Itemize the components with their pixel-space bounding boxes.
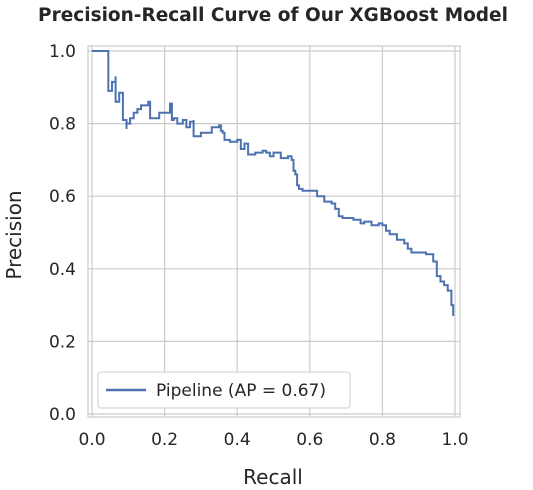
y-tick-label: 0.6 (49, 187, 76, 207)
legend: Pipeline (AP = 0.67) (97, 371, 351, 409)
legend-label: Pipeline (AP = 0.67) (156, 381, 326, 401)
x-tick-label: 0.4 (224, 430, 251, 450)
y-tick-label: 0.0 (49, 405, 76, 425)
x-tick-label: 0.0 (78, 430, 105, 450)
series-layer (92, 50, 455, 316)
tick-labels: 0.0 0.2 0.4 0.6 0.8 1.0 0.0 0.2 0.4 0.6 0.8 1.0 (49, 42, 469, 450)
x-tick-label: 1.0 (441, 430, 468, 450)
x-tick-label: 0.6 (296, 430, 323, 450)
x-tick-label: 0.2 (151, 430, 178, 450)
y-tick-label: 0.8 (49, 115, 76, 135)
x-axis-label: Recall (243, 465, 303, 489)
series-line (92, 50, 455, 316)
plot-area (87, 45, 461, 418)
grid (88, 46, 460, 417)
y-tick-label: 0.4 (49, 260, 76, 280)
x-tick-label: 0.8 (369, 430, 396, 450)
legend-box (97, 371, 351, 409)
y-axis-label: Precision (2, 190, 26, 279)
y-tick-label: 0.2 (49, 332, 76, 352)
chart-title: Precision-Recall Curve of Our XGBoost Mo… (38, 5, 508, 26)
y-tick-label: 1.0 (49, 42, 76, 62)
